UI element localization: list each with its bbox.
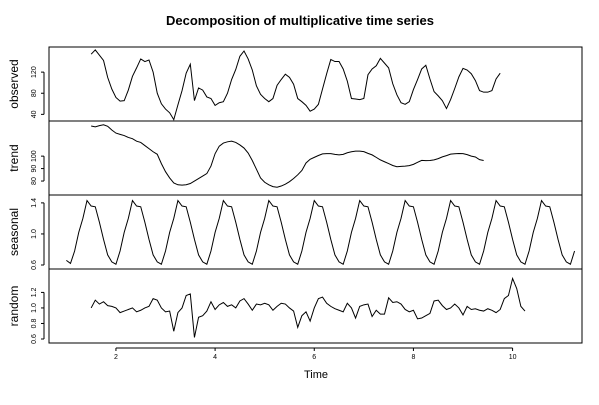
x-tick-label: 10 [509,354,517,361]
y-axis-label-seasonal: seasonal [7,208,21,256]
panel-frame-trend [48,120,583,196]
series-line-random [90,276,526,338]
y-tick-label-seasonal: 1.4 [31,198,38,208]
y-axis-label-random: random [7,286,21,327]
y-tick-label-seasonal: 0.6 [31,260,38,270]
y-tick-label-observed: 40 [31,110,38,118]
x-axis-label: Time [304,369,328,381]
y-tick-label-trend: 80 [31,177,38,185]
y-tick-label-observed: 80 [31,89,38,97]
y-tick-label-trend: 90 [31,165,38,173]
y-tick-label-random: 0.8 [31,318,38,328]
x-tick-label: 2 [114,354,118,361]
y-tick-label-observed: 120 [31,66,38,78]
panel-frame-observed [48,46,583,122]
series-line-observed [90,49,501,121]
y-axis-label-observed: observed [7,59,21,108]
x-tick-label: 6 [312,354,316,361]
panel-frame-random [48,268,583,344]
y-tick-label-random: 1.2 [31,287,38,297]
y-tick-label-random: 1.0 [31,303,38,313]
y-tick-label-random: 0.6 [31,334,38,344]
x-tick-label: 8 [411,354,415,361]
x-tick-label: 4 [213,354,217,361]
chart-title: Decomposition of multiplicative time ser… [166,13,434,28]
y-tick-label-seasonal: 1.0 [31,229,38,239]
y-axis-label-trend: trend [7,144,21,171]
y-tick-label-trend: 100 [31,150,38,162]
series-line-trend [91,124,484,188]
series-line-seasonal [66,199,576,265]
